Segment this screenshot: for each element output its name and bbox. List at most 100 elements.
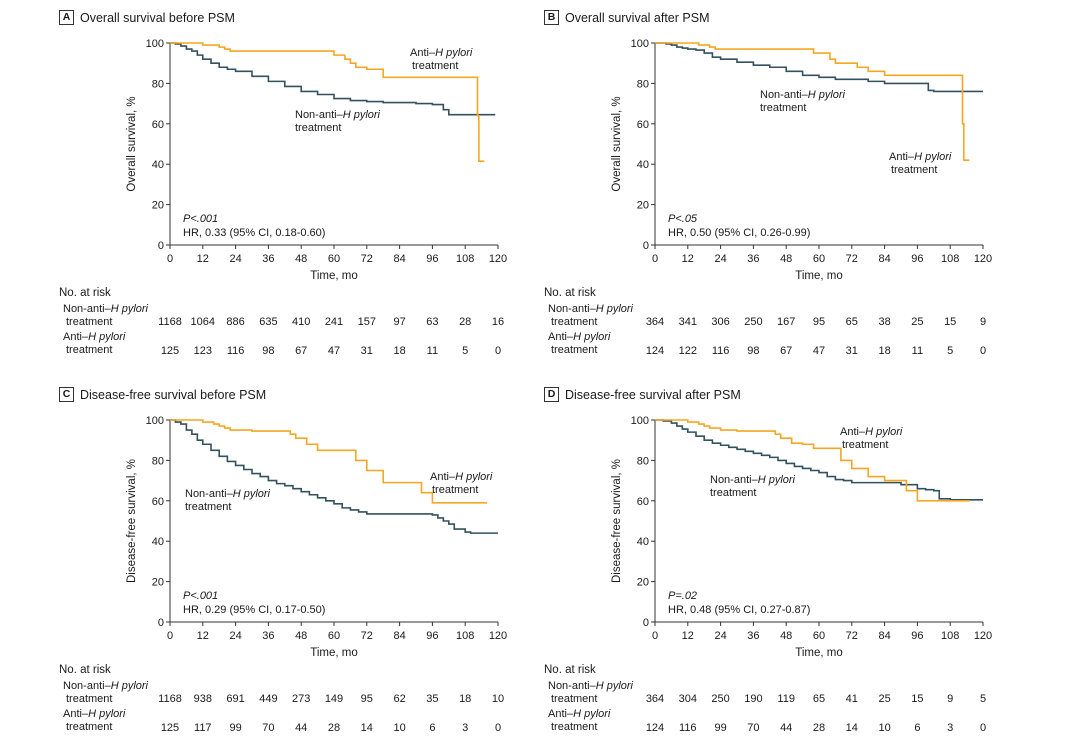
risk-value: 99 — [229, 722, 242, 734]
risk-value: 116 — [711, 345, 730, 357]
x-tick-label: 36 — [262, 630, 274, 642]
legend-anti: Anti–H pylori treatment — [430, 471, 493, 496]
x-tick-label: 12 — [197, 630, 209, 642]
stat-block: P<.05 HR, 0.50 (95% CI, 0.26-0.99) — [668, 212, 810, 240]
x-tick-label: 60 — [328, 253, 340, 265]
legend-non-anti: Non-anti–H pylori treatment — [185, 488, 270, 513]
y-tick-label: 0 — [158, 617, 164, 629]
y-axis-label: Disease-free survival, % — [126, 459, 138, 583]
risk-value: 18 — [878, 345, 891, 357]
y-tick-label: 100 — [146, 38, 164, 50]
risk-value: 95 — [812, 316, 826, 328]
risk-value: 5 — [979, 693, 987, 705]
x-tick-label: 84 — [393, 253, 405, 265]
x-tick-label: 24 — [714, 253, 726, 265]
risk-value: 47 — [812, 345, 826, 357]
survival-curve-non-anti — [170, 42, 496, 116]
x-tick-label: 84 — [878, 253, 890, 265]
panel-b: B Overall survival after PSM 0 20 40 60 80 10… — [540, 0, 1040, 375]
y-tick-label: 40 — [152, 159, 164, 171]
y-tick-label: 20 — [637, 577, 649, 589]
y-axis-label: Overall survival, % — [126, 96, 138, 191]
y-tick-label: 20 — [637, 200, 649, 212]
x-tick-label: 24 — [229, 630, 241, 642]
risk-value: 18 — [393, 345, 406, 357]
risk-value: 38 — [878, 316, 891, 328]
risk-value: 304 — [678, 693, 697, 705]
p-value: P=.02 — [668, 590, 698, 602]
risk-value: 44 — [780, 722, 793, 734]
risk-value: 157 — [357, 316, 376, 328]
y-tick-label: 80 — [152, 455, 164, 467]
x-axis-label: Time, mo — [310, 270, 358, 282]
x-tick-label: 72 — [361, 630, 373, 642]
risk-value: 70 — [262, 722, 275, 734]
y-tick-label: 80 — [637, 455, 649, 467]
x-tick-label: 60 — [813, 630, 825, 642]
risk-value: 364 — [645, 316, 665, 328]
risk-value: 35 — [426, 693, 439, 705]
risk-value: 0 — [979, 722, 987, 734]
legend-non-anti: Non-anti–H pylori treatment — [760, 89, 845, 114]
risk-value: 116 — [679, 722, 697, 734]
panel-letter: A — [59, 10, 74, 25]
risk-value: 3 — [947, 722, 954, 734]
x-tick-label: 72 — [846, 253, 858, 265]
y-axis-label: Overall survival, % — [611, 96, 623, 191]
survival-curve-anti — [655, 42, 970, 161]
risk-value: 306 — [711, 316, 730, 328]
risk-value: 9 — [947, 693, 954, 705]
legend-anti: Anti–H pylori treatment — [410, 47, 473, 72]
x-tick-label: 72 — [361, 253, 373, 265]
survival-curve-non-anti — [170, 419, 498, 534]
x-tick-label: 96 — [911, 630, 923, 642]
risk-value: 0 — [494, 345, 502, 357]
p-value: P<.001 — [183, 590, 219, 602]
y-tick-label: 80 — [637, 78, 649, 90]
risk-value: 410 — [292, 316, 311, 328]
panel-title-text: Overall survival before PSM — [80, 10, 235, 25]
risk-value: 5 — [462, 345, 469, 357]
y-tick-label: 60 — [637, 496, 649, 508]
x-tick-label: 108 — [941, 630, 959, 642]
risk-label-non-anti: Non-anti–H pylori treatment — [548, 680, 633, 705]
risk-value: 99 — [714, 722, 727, 734]
risk-value: 125 — [160, 722, 180, 734]
y-tick-label: 20 — [152, 200, 164, 212]
x-tick-label: 48 — [780, 253, 792, 265]
risk-value: 70 — [747, 722, 760, 734]
y-tick-label: 0 — [643, 617, 649, 629]
hazard-ratio: HR, 0.33 (95% CI, 0.18-0.60) — [183, 227, 326, 239]
panel-d: D Disease-free survival after PSM 0 20 40 6… — [540, 377, 1040, 752]
risk-value: 0 — [494, 722, 502, 734]
risk-label-non-anti: Non-anti–H pylori treatment — [548, 303, 633, 328]
risk-value: 1168 — [158, 316, 182, 328]
risk-value: 190 — [744, 693, 763, 705]
legend-anti: Anti–H pylori treatment — [889, 151, 952, 176]
risk-value: 25 — [911, 316, 924, 328]
x-tick-label: 0 — [167, 630, 173, 642]
x-tick-label: 60 — [328, 630, 340, 642]
panel-title-text: Overall survival after PSM — [565, 10, 710, 25]
risk-value: 117 — [194, 722, 212, 734]
x-tick-label: 0 — [652, 630, 658, 642]
risk-table-title: No. at risk — [544, 664, 596, 676]
risk-value: 28 — [812, 722, 826, 734]
risk-value: 62 — [393, 693, 406, 705]
risk-label-anti: Anti–H pylori treatment — [63, 708, 126, 733]
risk-value: 15 — [911, 693, 924, 705]
y-tick-label: 100 — [146, 415, 164, 427]
risk-value: 98 — [747, 345, 760, 357]
risk-value: 65 — [812, 693, 826, 705]
x-tick-label: 120 — [489, 630, 507, 642]
risk-value: 98 — [262, 345, 275, 357]
risk-value: 1064 — [190, 316, 216, 328]
x-tick-label: 48 — [295, 253, 307, 265]
risk-value: 15 — [944, 316, 957, 328]
risk-value: 124 — [645, 345, 665, 357]
risk-value: 691 — [226, 693, 245, 705]
risk-value: 116 — [226, 345, 245, 357]
panel-a: A Overall survival before PSM 0 20 40 60 80 1… — [55, 0, 555, 375]
panel-letter: D — [544, 387, 559, 402]
x-tick-label: 96 — [426, 630, 438, 642]
